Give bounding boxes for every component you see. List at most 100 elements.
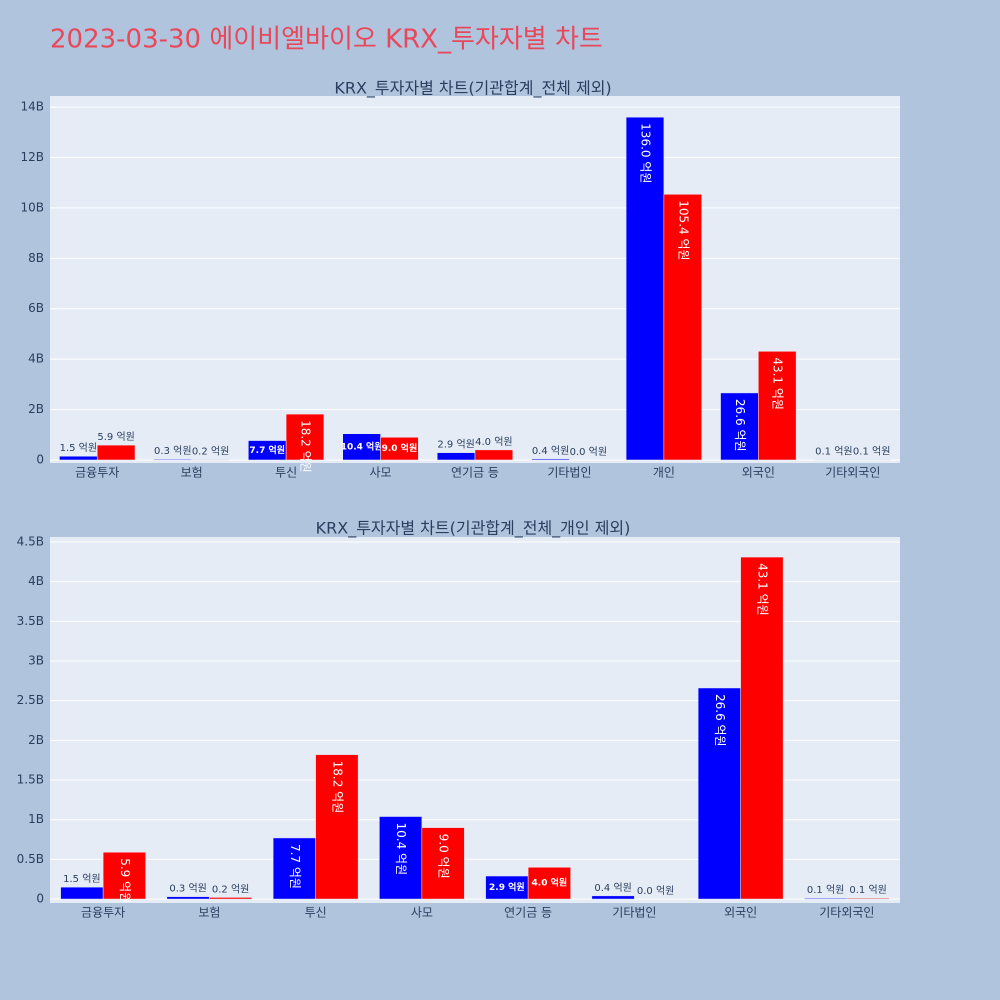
bar: [315, 754, 359, 900]
x-tick-label: 기타외국인: [825, 466, 880, 480]
x-tick-label: 투신: [305, 906, 327, 920]
x-tick-label: 연기금 등: [451, 466, 499, 480]
bar: [758, 351, 797, 461]
bar: [379, 816, 423, 900]
data-label: 136.0 억원: [639, 123, 653, 183]
x-tick-label: 외국인: [742, 466, 775, 480]
x-tick-label: 보험: [198, 906, 220, 920]
data-label: 7.7 억원: [288, 844, 302, 889]
data-label: 0.1 억원: [849, 884, 886, 896]
y-tick-label: 8B: [28, 251, 44, 265]
bar: [720, 392, 759, 461]
x-tick-label: 기타법인: [612, 906, 656, 920]
data-label: 1.5 억원: [60, 442, 97, 454]
y-tick-label: 12B: [20, 150, 44, 164]
data-label: 0.1 억원: [853, 446, 890, 458]
bar: [804, 897, 848, 900]
bar: [209, 897, 253, 900]
y-tick-label: 4B: [28, 574, 44, 588]
bar: [96, 444, 136, 461]
data-label: 43.1 억원: [755, 563, 769, 616]
bar: [380, 437, 419, 461]
bar: [591, 895, 635, 900]
bar: [153, 458, 192, 461]
x-tick-label: 개인: [653, 466, 675, 480]
y-tick-label: 3B: [28, 654, 44, 668]
y-tick-label: 10B: [20, 200, 44, 214]
x-tick-label: 사모: [370, 466, 392, 480]
data-label: 0.1 억원: [815, 446, 852, 458]
data-label: 43.1 억원: [771, 357, 785, 410]
bar: [436, 452, 476, 461]
y-tick-label: 4.5B: [17, 534, 44, 548]
data-label: 105.4 억원: [676, 200, 690, 260]
data-label: 0.2 억원: [212, 883, 249, 895]
page-title: 2023-03-30 에이비엘바이오 KRX_투자자별 차트: [50, 25, 603, 55]
data-label: 18.2 억원: [330, 761, 344, 814]
data-label: 9.0 억원: [382, 442, 418, 454]
data-label: 0.4 억원: [594, 882, 631, 894]
x-tick-label: 보험: [181, 466, 203, 480]
data-label: 4.0 억원: [532, 877, 568, 889]
data-label: 0.0 억원: [570, 446, 607, 458]
y-tick-label: 0: [36, 452, 44, 466]
data-label: 0.4 억원: [532, 445, 569, 457]
bar: [531, 458, 570, 461]
bar: [527, 867, 571, 900]
y-tick-label: 1B: [28, 812, 44, 826]
x-tick-label: 사모: [411, 906, 433, 920]
bar: [663, 194, 702, 461]
y-tick-label: 1.5B: [17, 773, 44, 787]
y-tick-label: 14B: [20, 100, 44, 114]
bar: [474, 449, 514, 461]
data-label: 0.3 억원: [154, 445, 191, 457]
y-tick-label: 4B: [28, 352, 44, 366]
bar: [697, 687, 741, 900]
data-label: 5.9 억원: [118, 858, 132, 903]
data-label: 4.0 억원: [475, 436, 512, 448]
x-tick-label: 기타외국인: [819, 906, 874, 920]
x-tick-label: 금융투자: [81, 906, 125, 920]
bar: [60, 886, 104, 900]
x-tick-label: 외국인: [724, 906, 757, 920]
y-tick-label: 2B: [28, 733, 44, 747]
x-tick-label: 금융투자: [75, 466, 119, 480]
data-label: 26.6 억원: [733, 399, 747, 452]
bar: [740, 556, 784, 900]
bar: [421, 827, 465, 900]
x-tick-label: 투신: [275, 466, 297, 480]
data-label: 9.0 억원: [437, 834, 451, 879]
y-tick-label: 3.5B: [17, 614, 44, 628]
data-label: 2.9 억원: [489, 881, 525, 893]
y-tick-label: 6B: [28, 301, 44, 315]
data-label: 2.9 억원: [437, 439, 474, 451]
data-label: 1.5 억원: [63, 873, 100, 885]
data-label: 26.6 억원: [713, 694, 727, 747]
x-tick-label: 연기금 등: [504, 906, 552, 920]
y-tick-label: 0: [36, 892, 44, 906]
data-label: 5.9 억원: [97, 431, 134, 443]
bar: [625, 116, 665, 461]
bar: [285, 413, 325, 461]
y-tick-label: 0.5B: [17, 852, 44, 866]
bar: [846, 897, 890, 900]
data-label: 0.3 억원: [169, 883, 206, 895]
bar: [166, 896, 210, 900]
bar: [59, 455, 98, 461]
data-label: 18.2 억원: [299, 420, 313, 473]
chart-title: KRX_투자자별 차트(기관합계_전체_개인 제외): [316, 519, 631, 539]
bar: [191, 459, 230, 461]
bar: [272, 837, 316, 900]
data-label: 0.2 억원: [192, 445, 229, 457]
bar: [342, 433, 381, 461]
chart-title: KRX_투자자별 차트(기관합계_전체 제외): [334, 79, 611, 99]
data-label: 10.4 억원: [341, 440, 383, 452]
y-tick-label: 2B: [28, 402, 44, 416]
data-label: 0.1 억원: [807, 884, 844, 896]
bar: [102, 851, 146, 900]
data-label: 10.4 억원: [394, 823, 408, 876]
data-label: 7.7 억원: [249, 444, 285, 456]
y-tick-label: 2.5B: [17, 693, 44, 707]
x-tick-label: 기타법인: [547, 466, 591, 480]
